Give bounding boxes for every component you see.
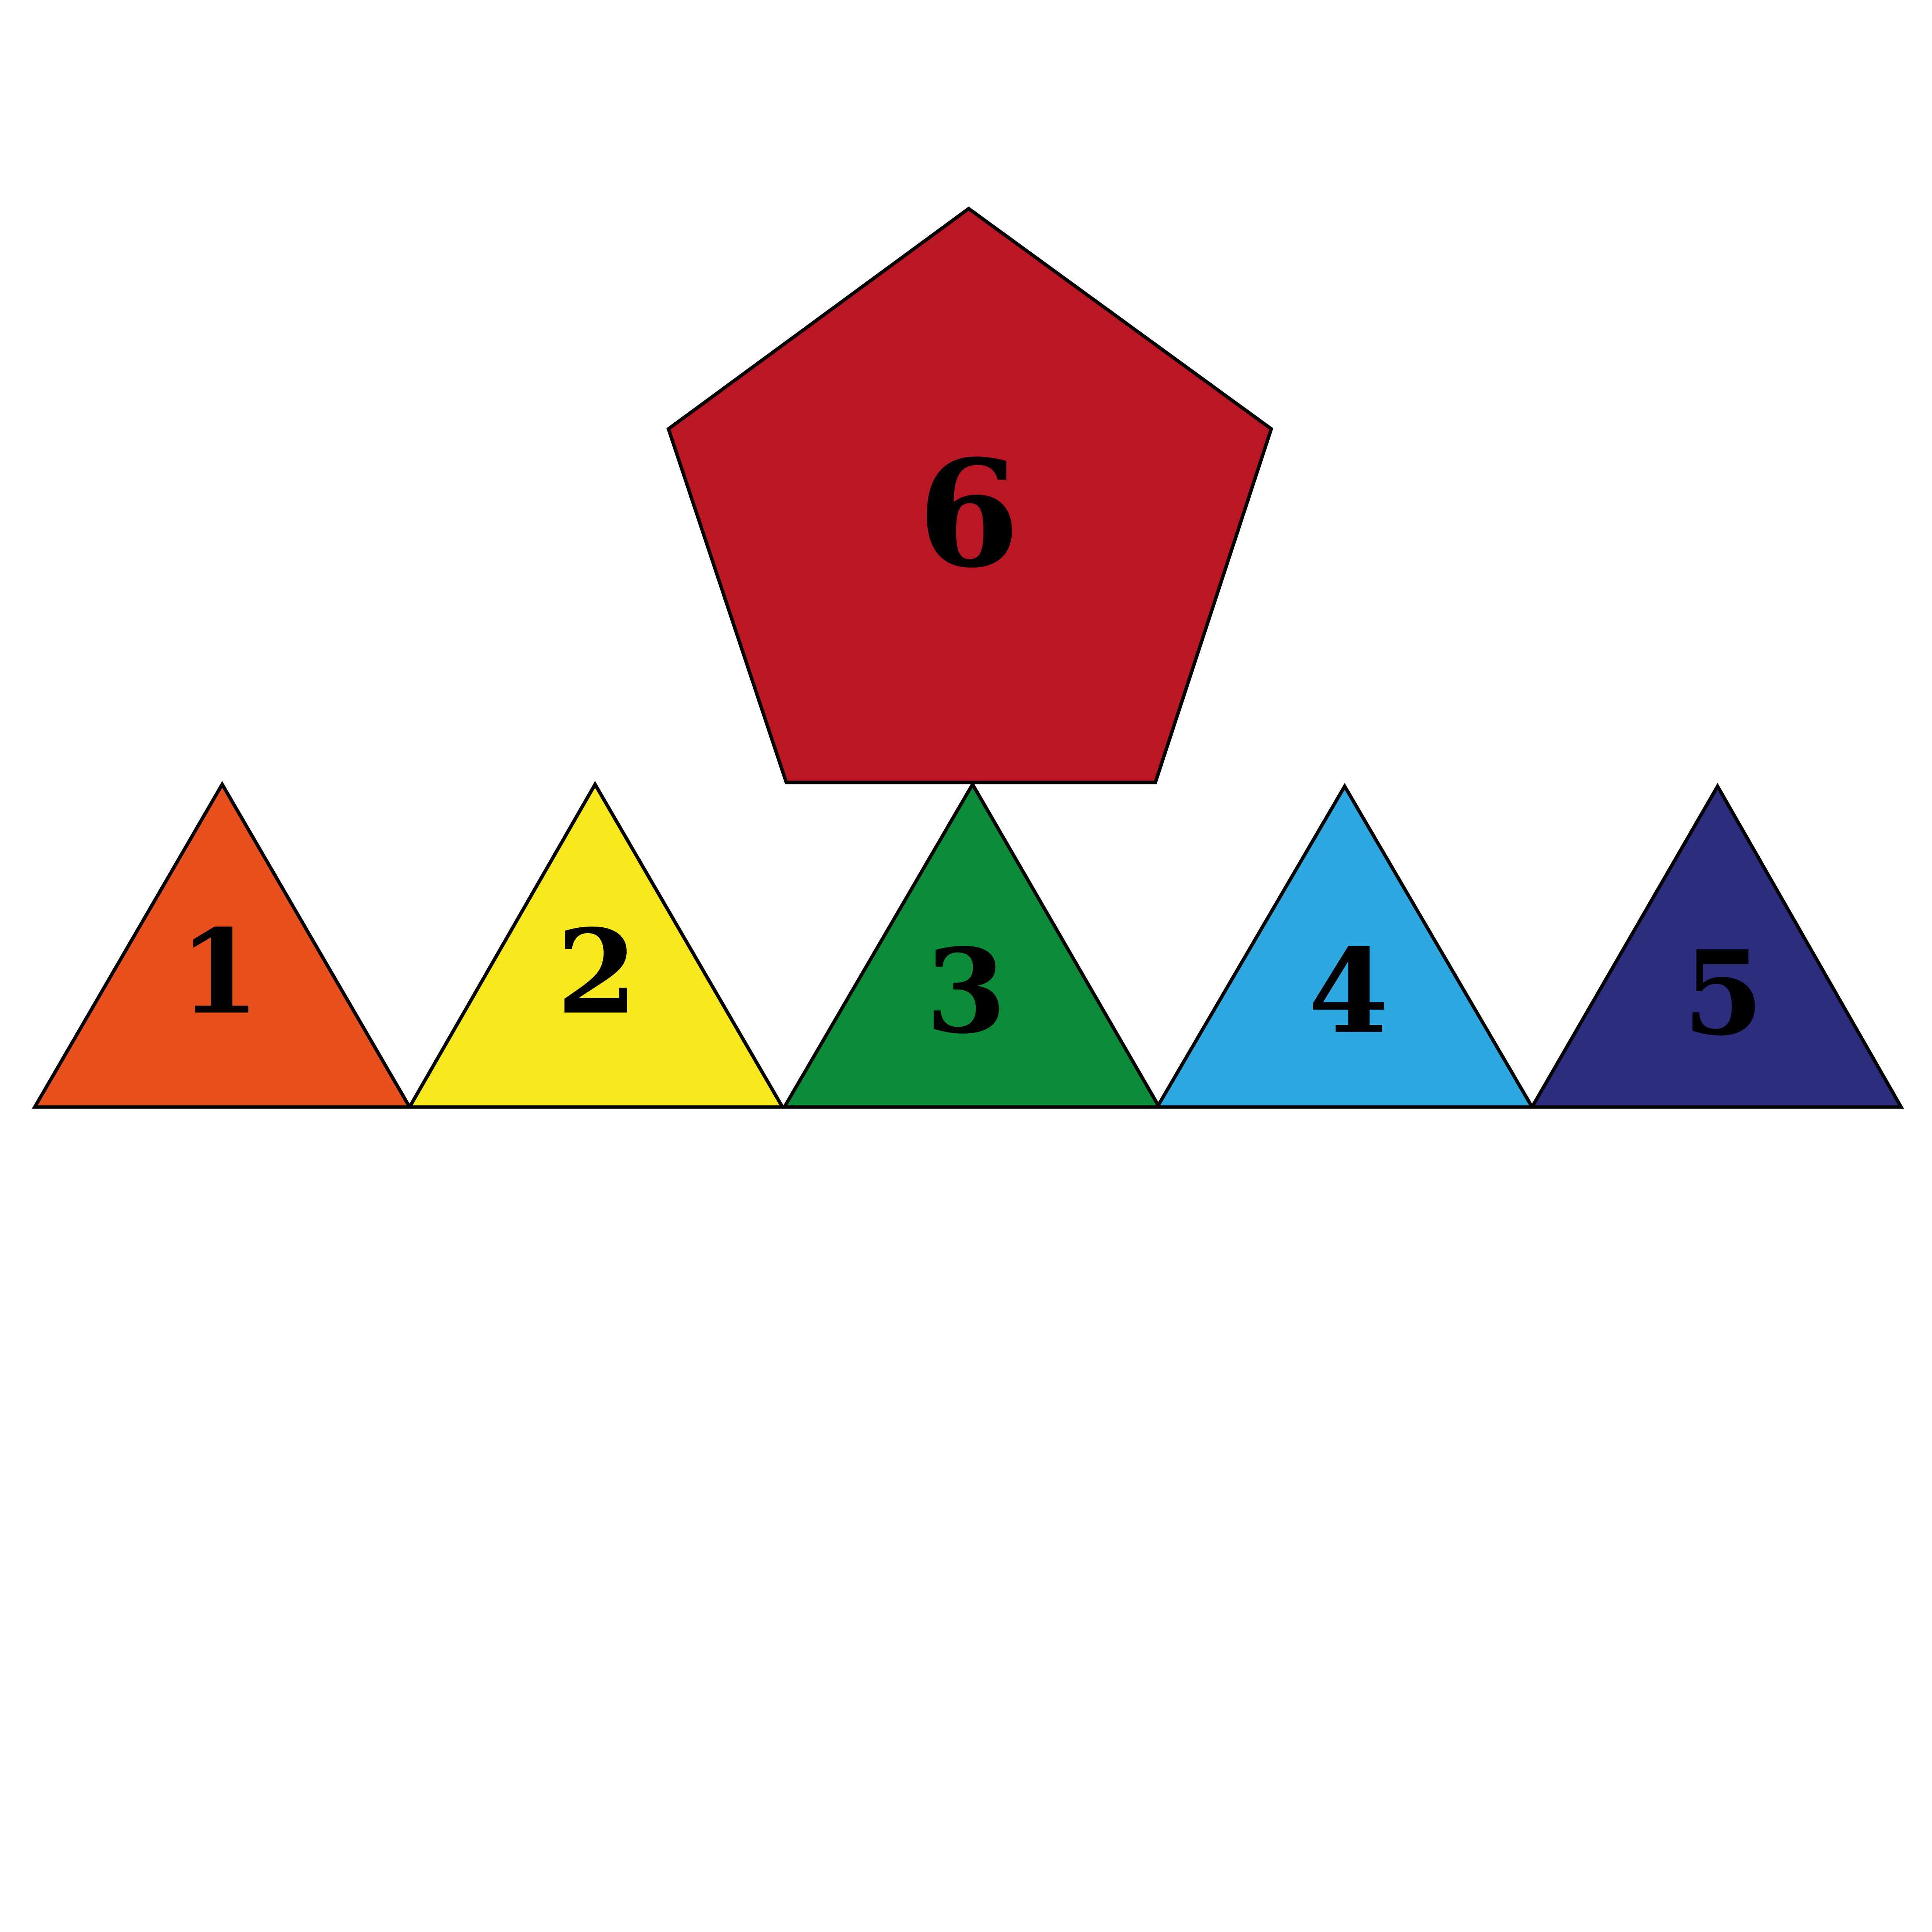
triangle-1-label: 1 — [179, 904, 260, 1040]
triangle-2-shape — [406, 781, 786, 1109]
triangle-5-label: 5 — [1683, 925, 1764, 1061]
triangle-4: 4 — [1154, 783, 1535, 1109]
triangle-4-label: 4 — [1308, 923, 1389, 1060]
pentagon-label: 6 — [918, 428, 1020, 600]
triangle-3-shape — [781, 781, 1162, 1109]
triangle-5: 5 — [1529, 782, 1904, 1109]
triangle-4-shape — [1154, 783, 1535, 1109]
pentagon-6: 6 — [666, 206, 1274, 784]
triangle-3-label: 3 — [926, 923, 1007, 1060]
triangle-5-shape — [1529, 782, 1904, 1109]
pentagon-shape — [666, 206, 1274, 784]
triangle-3: 3 — [781, 781, 1162, 1109]
triangle-1: 1 — [32, 781, 413, 1109]
triangle-2-label: 2 — [557, 904, 638, 1040]
triangle-2: 2 — [406, 781, 786, 1109]
triangle-1-shape — [32, 781, 413, 1109]
